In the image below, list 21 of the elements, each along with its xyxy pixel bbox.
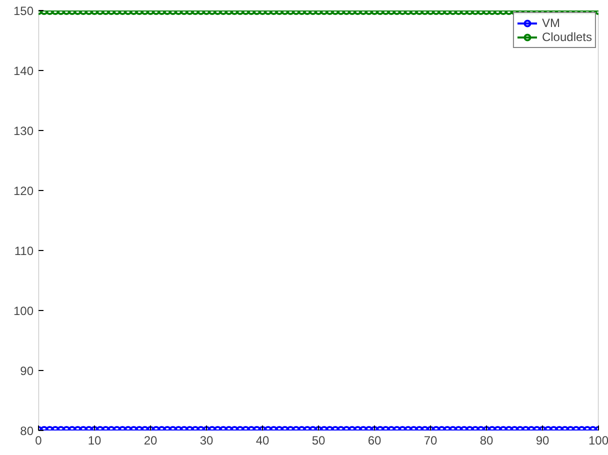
x-tick-label: 0 [35, 434, 42, 448]
x-tick-label: 100 [588, 434, 608, 448]
x-tick-label: 50 [312, 434, 326, 448]
legend-label: VM [542, 16, 561, 30]
y-tick-label: 100 [13, 304, 34, 318]
x-tick-label: 40 [256, 434, 270, 448]
legend-label: Cloudlets [542, 30, 592, 44]
x-tick-label: 30 [200, 434, 214, 448]
y-tick-label: 120 [13, 184, 34, 198]
y-tick-label: 90 [20, 364, 34, 378]
x-tick-label: 10 [88, 434, 102, 448]
x-tick-label: 70 [424, 434, 438, 448]
x-tick-label: 90 [536, 434, 550, 448]
y-tick-label: 110 [14, 244, 34, 258]
y-tick-label: 140 [13, 64, 34, 78]
x-tick-label: 60 [368, 434, 382, 448]
x-tick-label: 20 [144, 434, 158, 448]
y-tick-label: 150 [13, 4, 34, 18]
x-tick-label: 80 [480, 434, 494, 448]
y-tick-label: 80 [20, 424, 34, 438]
y-tick-label: 130 [13, 124, 34, 138]
